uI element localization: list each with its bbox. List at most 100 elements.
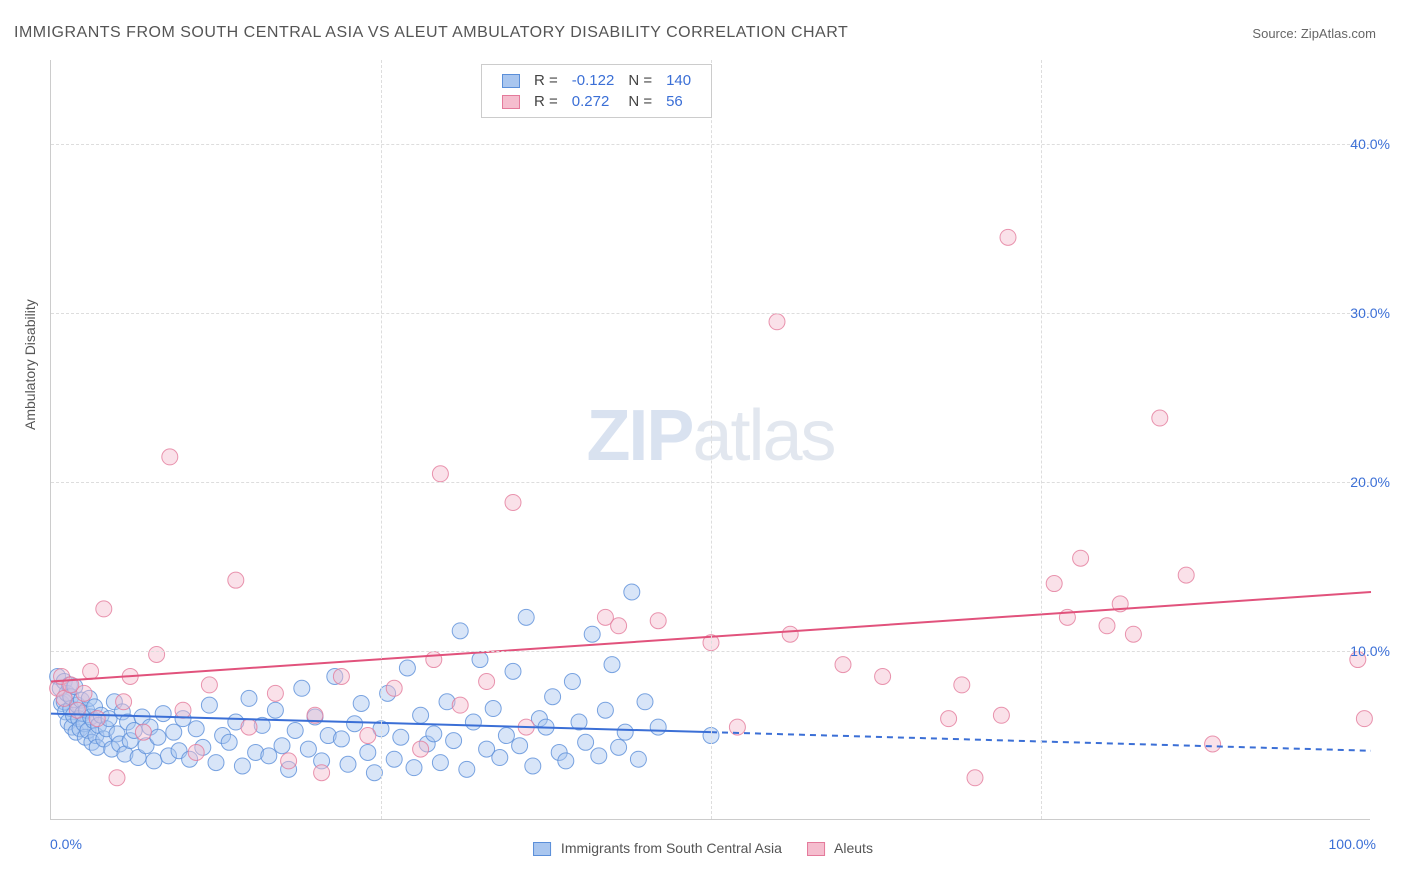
source-label: Source:: [1252, 26, 1297, 41]
scatter-point: [333, 668, 349, 684]
scatter-point: [479, 674, 495, 690]
scatter-point: [386, 751, 402, 767]
scatter-point: [564, 674, 580, 690]
scatter-point: [201, 677, 217, 693]
legend-correlation: R = -0.122 N = 140 R = 0.272 N = 56: [481, 64, 712, 118]
legend-swatch-blue: [502, 74, 520, 88]
scatter-point: [149, 646, 165, 662]
scatter-point: [1178, 567, 1194, 583]
chart-title: IMMIGRANTS FROM SOUTH CENTRAL ASIA VS AL…: [14, 24, 848, 42]
source-attribution: Source: ZipAtlas.com: [1252, 26, 1376, 41]
scatter-point: [228, 572, 244, 588]
grid-line: [711, 60, 712, 819]
scatter-point: [545, 689, 561, 705]
scatter-point: [459, 761, 475, 777]
scatter-point: [386, 680, 402, 696]
scatter-point: [96, 601, 112, 617]
legend-swatch-pink: [502, 95, 520, 109]
scatter-point: [993, 707, 1009, 723]
scatter-point: [472, 652, 488, 668]
x-tick-max: 100.0%: [1329, 836, 1376, 852]
scatter-point: [267, 702, 283, 718]
scatter-point: [1125, 626, 1141, 642]
scatter-point: [1356, 711, 1372, 727]
scatter-point: [360, 744, 376, 760]
scatter-point: [287, 722, 303, 738]
scatter-point: [432, 755, 448, 771]
scatter-point: [89, 711, 105, 727]
n-value-2: 56: [660, 92, 697, 111]
scatter-point: [76, 685, 92, 701]
scatter-point: [597, 702, 613, 718]
scatter-point: [446, 733, 462, 749]
scatter-point: [465, 714, 481, 730]
scatter-point: [954, 677, 970, 693]
plot-area: ZIPatlas R = -0.122 N = 140 R = 0.272 N …: [50, 60, 1370, 820]
y-tick-label: 40.0%: [1350, 136, 1390, 152]
scatter-point: [188, 721, 204, 737]
r-label: R =: [528, 71, 564, 90]
x-tick-min: 0.0%: [50, 836, 82, 852]
scatter-point: [241, 719, 257, 735]
scatter-point: [637, 694, 653, 710]
scatter-point: [769, 314, 785, 330]
scatter-point: [1099, 618, 1115, 634]
scatter-point: [241, 690, 257, 706]
y-tick-label: 20.0%: [1350, 474, 1390, 490]
scatter-point: [135, 724, 151, 740]
scatter-point: [347, 716, 363, 732]
scatter-point: [782, 626, 798, 642]
scatter-point: [426, 726, 442, 742]
scatter-point: [492, 750, 508, 766]
scatter-point: [518, 609, 534, 625]
scatter-point: [221, 734, 237, 750]
grid-line: [1041, 60, 1042, 819]
scatter-point: [624, 584, 640, 600]
y-tick-label: 30.0%: [1350, 305, 1390, 321]
scatter-point: [69, 702, 85, 718]
scatter-point: [274, 738, 290, 754]
scatter-point: [452, 623, 468, 639]
scatter-point: [83, 663, 99, 679]
scatter-point: [340, 756, 356, 772]
scatter-point: [525, 758, 541, 774]
legend-row-series1: R = -0.122 N = 140: [496, 71, 697, 90]
scatter-point: [498, 728, 514, 744]
legend-row-series2: R = 0.272 N = 56: [496, 92, 697, 111]
scatter-point: [875, 668, 891, 684]
scatter-point: [261, 748, 277, 764]
scatter-point: [604, 657, 620, 673]
scatter-point: [432, 466, 448, 482]
scatter-point: [201, 697, 217, 713]
y-tick-label: 10.0%: [1350, 643, 1390, 659]
source-name: ZipAtlas.com: [1301, 26, 1376, 41]
scatter-point: [630, 751, 646, 767]
scatter-point: [116, 694, 132, 710]
scatter-point: [512, 738, 528, 754]
r-value-2: 0.272: [566, 92, 621, 111]
scatter-point: [591, 748, 607, 764]
scatter-point: [835, 657, 851, 673]
scatter-point: [485, 701, 501, 717]
scatter-point: [155, 706, 171, 722]
r-label: R =: [528, 92, 564, 111]
n-label: N =: [622, 92, 658, 111]
scatter-point: [505, 663, 521, 679]
scatter-point: [333, 731, 349, 747]
y-axis-label: Ambulatory Disability: [22, 299, 38, 430]
scatter-point: [314, 765, 330, 781]
scatter-point: [452, 697, 468, 713]
scatter-point: [650, 613, 666, 629]
scatter-point: [611, 618, 627, 634]
scatter-point: [267, 685, 283, 701]
scatter-point: [1205, 736, 1221, 752]
n-label: N =: [622, 71, 658, 90]
scatter-point: [406, 760, 422, 776]
scatter-point: [967, 770, 983, 786]
scatter-point: [166, 724, 182, 740]
legend-label-1: Immigrants from South Central Asia: [561, 840, 782, 856]
scatter-point: [558, 753, 574, 769]
legend-item-2: Aleuts: [807, 840, 873, 856]
n-value-1: 140: [660, 71, 697, 90]
scatter-point: [1152, 410, 1168, 426]
